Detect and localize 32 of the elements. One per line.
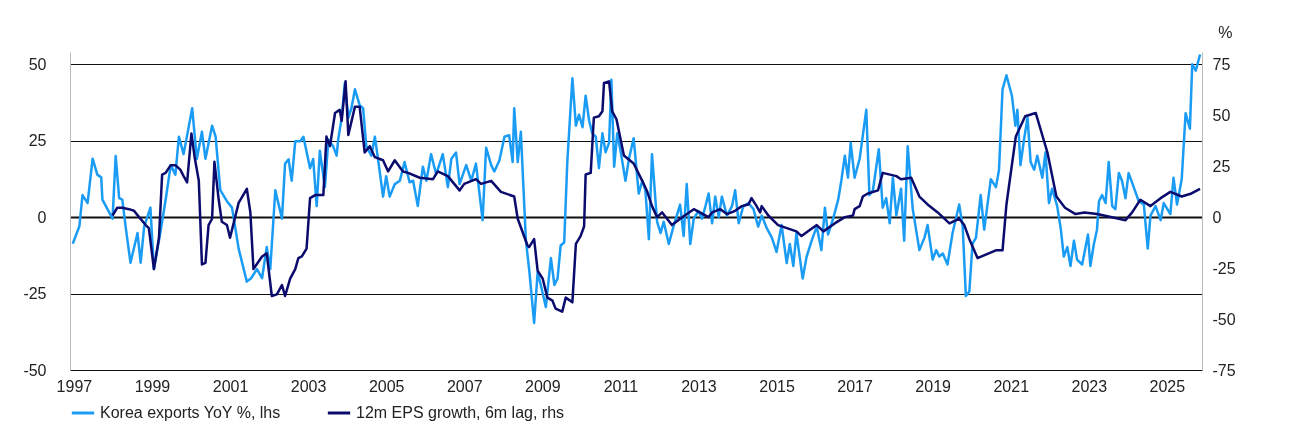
- x-tick-label: 2015: [759, 377, 795, 395]
- y-tick-label: 0: [37, 208, 47, 226]
- x-tick-label: 2019: [915, 377, 952, 395]
- y2-tick-label: 0: [1212, 208, 1222, 226]
- x-tick-label: 2021: [993, 377, 1030, 395]
- line-series: [71, 53, 1202, 325]
- legend-label: 12m EPS growth, 6m lag, rhs: [356, 404, 565, 421]
- y-tick-label: 50: [28, 55, 47, 73]
- x-tick-label: 2023: [1071, 377, 1108, 395]
- x-tick-label: 2003: [290, 377, 327, 395]
- y2-tick-label: 50: [1212, 106, 1231, 124]
- y2-tick-label: 75: [1212, 55, 1231, 73]
- y2-tick-label: -75: [1212, 361, 1236, 379]
- y-tick-label: -50: [23, 361, 47, 379]
- y-tick-label: -25: [23, 285, 47, 303]
- x-tick-label: 2025: [1149, 377, 1186, 395]
- x-tick-label: 2005: [368, 377, 405, 395]
- x-tick-label: 1999: [134, 377, 171, 395]
- y2-tick-label: -25: [1212, 259, 1236, 277]
- x-tick-label: 2011: [603, 377, 639, 395]
- legend-label: Korea exports YoY %, lhs: [100, 404, 281, 421]
- x-tick-label: 2007: [446, 377, 483, 395]
- x-tick-label: 1997: [56, 377, 93, 395]
- x-tick-label: 2017: [837, 377, 873, 395]
- y2-axis-title: %: [1218, 23, 1233, 41]
- x-tick-label: 2009: [525, 377, 561, 395]
- line-series: [111, 80, 1202, 313]
- y-tick-label: 25: [28, 132, 47, 150]
- y2-tick-label: 25: [1212, 157, 1231, 175]
- x-tick-label: 2001: [212, 377, 249, 395]
- x-tick-label: 2013: [681, 377, 717, 395]
- y2-tick-label: -50: [1212, 310, 1236, 328]
